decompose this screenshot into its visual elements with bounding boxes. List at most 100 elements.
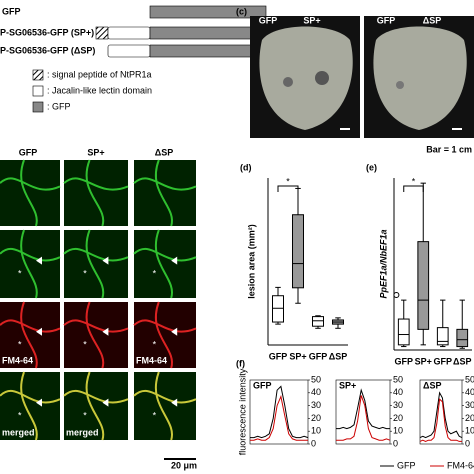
y-tick-label: 50 <box>465 374 474 384</box>
box <box>272 295 284 323</box>
y-tick-label: 40 <box>465 387 474 397</box>
membrane <box>63 371 129 441</box>
micrograph <box>64 160 128 226</box>
panel-title: GFP <box>253 380 272 390</box>
plot-frame <box>419 379 463 445</box>
profile-line <box>336 395 391 441</box>
construct-label: P-SG06536-GFP (SP+) <box>0 27 94 37</box>
x-tick-label: GFP <box>309 351 328 361</box>
significance: * <box>286 176 290 186</box>
y-tick-label: 30 <box>311 400 321 410</box>
y-tick-label: 0 <box>465 438 470 448</box>
y-axis-label: fluorescence intensity <box>237 368 247 455</box>
construct-label: P-SG06536-GFP (ΔSP) <box>0 45 95 55</box>
micrograph <box>64 372 128 440</box>
lectin-box <box>107 44 151 58</box>
y-tick-label: 40 <box>311 387 321 397</box>
y-tick-label: 10 <box>465 426 474 436</box>
arrowhead <box>171 398 178 407</box>
microscopy: GFP SP+ ΔSP 20 μm * * * * FM4-64 * * FM4-64 * mer… <box>0 147 197 470</box>
box <box>397 318 410 346</box>
leaf-panel: (c) GFP SP+ GFP ΔSP Bar = 1 cm <box>236 6 474 154</box>
gfp-box <box>149 26 267 40</box>
y-tick-label: 30 <box>393 400 403 410</box>
marker: * <box>153 411 157 421</box>
membrane <box>133 301 197 369</box>
panel-label: (f) <box>236 358 245 368</box>
arrowhead <box>36 398 42 407</box>
lectin-box <box>107 26 151 40</box>
marker: * <box>153 339 157 349</box>
panel-title: ΔSP <box>423 380 441 390</box>
y-tick-label: 10 <box>393 426 403 436</box>
lesion <box>315 71 329 85</box>
micrograph <box>64 230 128 298</box>
y-tick-label: 0 <box>311 438 316 448</box>
membrane <box>133 229 197 299</box>
lesion <box>396 81 404 89</box>
bracket <box>277 185 299 192</box>
box <box>436 327 449 346</box>
legend-text: GFP <box>397 460 416 470</box>
micrograph <box>134 160 196 226</box>
legend-text: : signal peptide of NtPR1a <box>47 69 152 79</box>
legend-text: : Jacalin-like lectin domain <box>47 85 152 95</box>
legend-icon <box>32 85 44 97</box>
arrowhead <box>102 327 109 336</box>
marker: * <box>18 269 22 279</box>
membrane <box>133 371 197 441</box>
membrane <box>0 159 61 227</box>
x-tick-label: SP+ <box>289 351 306 361</box>
column-label: ΔSP <box>155 147 173 157</box>
micrograph <box>0 230 60 298</box>
column-label: GFP <box>19 147 38 157</box>
x-tick-label: ΔSP <box>329 351 347 361</box>
legend: : signal peptide of NtPR1a : Jacalin-lik… <box>32 69 152 113</box>
micrograph <box>134 302 196 368</box>
y-tick-label: 30 <box>465 400 474 410</box>
row-label: merged <box>66 427 99 437</box>
legend-icon <box>32 69 44 81</box>
y-tick-label: 20 <box>311 413 321 423</box>
row-label: FM4-64 <box>2 355 33 365</box>
arrowhead <box>36 327 42 336</box>
y-tick-label: 50 <box>393 374 403 384</box>
plot-frame <box>335 379 391 445</box>
box <box>292 214 304 289</box>
panel-label: (e) <box>366 162 377 172</box>
arrowhead <box>171 256 178 265</box>
micrograph <box>64 302 128 368</box>
micrograph <box>134 230 196 298</box>
micrograph <box>0 160 60 226</box>
y-axis-label: lesion area (mm²) <box>246 224 256 299</box>
x-tick-label: GFP <box>433 356 452 366</box>
gfp-box <box>149 44 267 58</box>
legend-text: : GFP <box>47 101 71 111</box>
y-tick-label: 20 <box>393 413 403 423</box>
plots: (d)lesion area (mm²)GFP SP+ GFP ΔSP*(e)PpEF… <box>236 162 474 470</box>
constructs: GFP P-SG06536-GFP (SP+) P-SG06536-GFP (Δ… <box>0 5 267 58</box>
y-tick-label: 0 <box>393 438 398 448</box>
membrane <box>63 159 129 227</box>
arrowhead <box>36 256 42 265</box>
panel-label: (d) <box>240 162 252 172</box>
y-tick-label: 20 <box>465 413 474 423</box>
outlier <box>393 291 400 298</box>
box <box>456 328 469 348</box>
y-tick-label: 10 <box>311 426 321 436</box>
membrane <box>63 229 129 299</box>
micrograph <box>134 372 196 440</box>
leaf <box>373 26 467 130</box>
profile-line <box>250 394 308 441</box>
arrowhead <box>102 398 109 407</box>
bracket <box>403 185 424 192</box>
scale-bar <box>164 458 196 460</box>
marker: * <box>83 339 87 349</box>
scale-text: Bar = 1 cm <box>426 144 472 154</box>
marker: * <box>18 411 22 421</box>
y-tick-label: 40 <box>393 387 403 397</box>
legend-text: FM4-64 <box>447 460 474 470</box>
membrane <box>63 301 129 369</box>
sp-box <box>95 26 109 40</box>
